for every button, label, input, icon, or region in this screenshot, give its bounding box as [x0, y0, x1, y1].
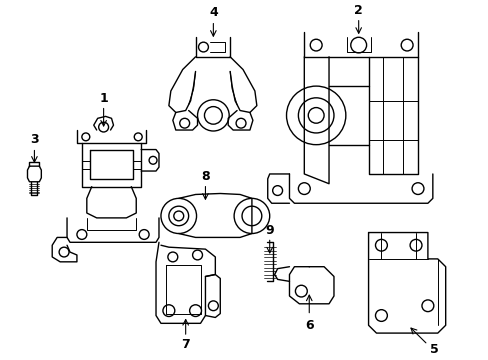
Text: 4: 4 [208, 6, 217, 19]
Text: 6: 6 [305, 319, 313, 332]
Text: 3: 3 [30, 133, 39, 146]
Text: 5: 5 [429, 343, 438, 356]
Text: 2: 2 [354, 4, 362, 17]
Text: 7: 7 [181, 338, 190, 351]
Text: 9: 9 [265, 224, 273, 237]
Text: 8: 8 [201, 170, 209, 183]
Text: 1: 1 [99, 92, 108, 105]
